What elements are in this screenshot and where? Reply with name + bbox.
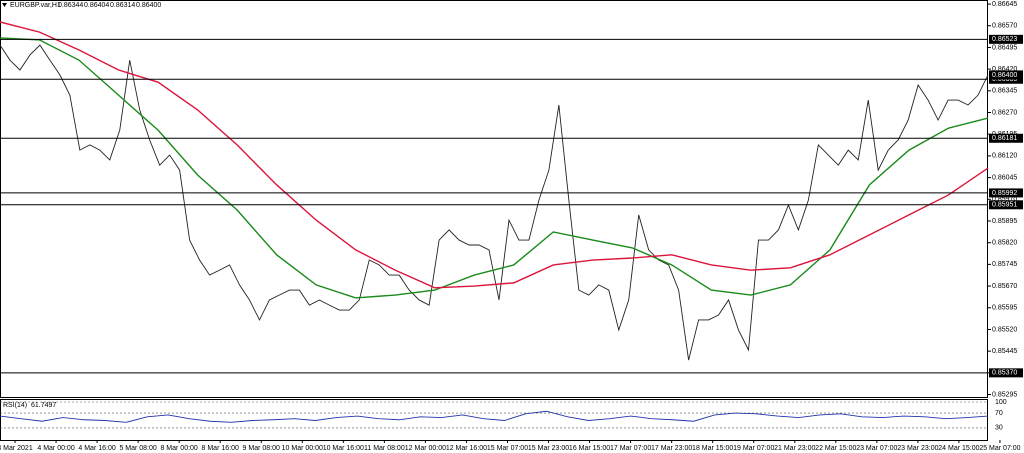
x-tick-label: 25 Mar 07:00 xyxy=(979,445,1020,452)
y-tick-label: 0.86420 xyxy=(992,66,1017,73)
series-line xyxy=(0,44,989,361)
series-line xyxy=(0,21,989,289)
level-box xyxy=(989,368,1023,378)
high: 0.86404 xyxy=(84,2,109,9)
y-tick-label: 0.86120 xyxy=(992,153,1017,160)
y-tick-label: 0.85970 xyxy=(992,196,1017,203)
price-box xyxy=(989,70,1023,80)
level-label: 0.85951 xyxy=(992,202,1017,209)
x-tick-label: 15 Mar 23:00 xyxy=(528,445,569,452)
level-label: 0.85370 xyxy=(992,370,1017,377)
y-tick-label: 0.85670 xyxy=(992,283,1017,290)
level-box xyxy=(989,200,1023,210)
menu-arrow[interactable] xyxy=(2,3,7,7)
x-tick-label: 19 Mar 07:00 xyxy=(733,445,774,452)
x-tick-label: 12 Mar 16:00 xyxy=(446,445,487,452)
y-tick-label: 0.86570 xyxy=(992,23,1017,30)
x-tick-label: 5 Mar 08:00 xyxy=(119,445,156,452)
level-box xyxy=(989,133,1023,143)
x-tick-label: 22 Mar 15:00 xyxy=(815,445,856,452)
y-tick-label: 0.85895 xyxy=(992,218,1017,225)
rsi-title: RSI(14) xyxy=(3,402,27,409)
y-tick-label: 0.85445 xyxy=(992,348,1017,355)
level-label: 0.86523 xyxy=(992,36,1017,43)
x-tick-label: 23 Mar 07:00 xyxy=(856,445,897,452)
x-tick-label: 4 Mar 16:00 xyxy=(78,445,115,452)
y-tick-label: 0.86495 xyxy=(992,44,1017,51)
x-tick-label: 9 Mar 08:00 xyxy=(243,445,280,452)
y-tick-label: 0.85295 xyxy=(992,391,1017,398)
x-tick-label: 17 Mar 07:00 xyxy=(610,445,651,452)
y-tick-label: 0.86645 xyxy=(992,1,1017,8)
series-line xyxy=(0,410,989,423)
x-tick-label: 21 Mar 23:00 xyxy=(774,445,815,452)
x-tick-label: 4 Mar 00:00 xyxy=(37,445,74,452)
x-tick-label: 12 Mar 00:00 xyxy=(405,445,446,452)
rsi-value: 61.7497 xyxy=(31,402,56,409)
x-tick-label: 23 Mar 23:00 xyxy=(897,445,938,452)
level-label: 0.86181 xyxy=(992,135,1017,142)
symbol: EURGBP.var,H1 xyxy=(10,2,61,9)
low: 0.86314 xyxy=(110,2,135,9)
price-label: 0.86400 xyxy=(992,72,1017,79)
y-tick-label: 0.86270 xyxy=(992,109,1017,116)
open: 0.86344 xyxy=(58,2,83,9)
x-tick-label: 10 Mar 16:00 xyxy=(323,445,364,452)
x-tick-label: 17 Mar 23:00 xyxy=(651,445,692,452)
x-tick-label: 16 Mar 15:00 xyxy=(569,445,610,452)
y-tick-label: 0.85595 xyxy=(992,305,1017,312)
x-tick-label: 8 Mar 16:00 xyxy=(202,445,239,452)
y-tick-label: 0.86345 xyxy=(992,88,1017,95)
x-tick-label: 10 Mar 00:00 xyxy=(282,445,323,452)
close: 0.86400 xyxy=(136,2,161,9)
y-tick-label: 30 xyxy=(995,425,1003,432)
x-tick-label: 24 Mar 15:00 xyxy=(938,445,979,452)
x-tick-label: 8 Mar 00:00 xyxy=(160,445,197,452)
y-tick-label: 100 xyxy=(995,399,1007,406)
y-tick-label: 0.85745 xyxy=(992,261,1017,268)
y-tick-label: 0.85820 xyxy=(992,240,1017,247)
x-tick-label: 11 Mar 08:00 xyxy=(364,445,405,452)
y-tick-label: 0.85520 xyxy=(992,326,1017,333)
x-tick-label: 3 Mar 2021 xyxy=(0,445,33,452)
y-tick-label: 70 xyxy=(995,410,1003,417)
series-line xyxy=(0,37,989,299)
x-tick-label: 15 Mar 07:00 xyxy=(487,445,528,452)
level-label: 0.85992 xyxy=(992,190,1017,197)
level-box xyxy=(989,188,1023,198)
level-box xyxy=(989,34,1023,44)
y-tick-label: 0.86045 xyxy=(992,174,1017,181)
level-label: 0.86385 xyxy=(992,76,1017,83)
price-panel xyxy=(0,0,988,398)
x-tick-label: 18 Mar 15:00 xyxy=(692,445,733,452)
